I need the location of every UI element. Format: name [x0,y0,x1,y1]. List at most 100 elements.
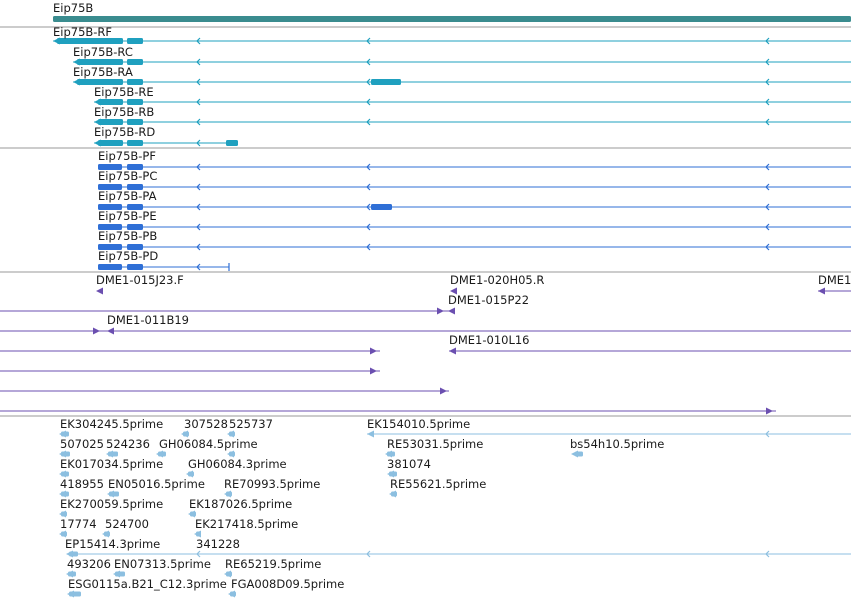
est-label[interactable]: 507025 [60,437,104,451]
protein-exon [98,264,122,270]
est-label[interactable]: GH06084.3prime [188,457,287,471]
transcript-label[interactable]: Eip75B-RA [73,65,133,79]
strand-chevron [366,223,371,231]
est-end-marker [224,490,231,498]
est-label[interactable]: 418955 [60,477,104,491]
strand-chevron [765,183,770,191]
est-end-marker [106,450,113,458]
est-label[interactable]: 381074 [387,457,431,471]
est-label[interactable]: EP15414.3prime [65,537,161,551]
est-end-marker [224,570,231,578]
est-label[interactable]: EN07313.5prime [114,557,211,571]
strand-chevron [196,58,201,66]
gene-label[interactable]: Eip75B [53,1,94,15]
est-label[interactable]: 524236 [106,437,150,451]
est-label[interactable]: bs54h10.5prime [570,437,665,451]
est-label[interactable]: 307528 [184,417,228,431]
strand-chevron [366,163,371,171]
est-label[interactable]: FGA008D09.5prime [231,577,345,591]
strand-chevron [366,203,371,211]
est-label[interactable]: RE53031.5prime [387,437,484,451]
strand-chevron [196,203,201,211]
est-end-marker [186,470,193,478]
strand-chevron [196,243,201,251]
est-label[interactable]: EN05016.5prime [108,477,205,491]
bac-end-marker [437,307,444,315]
protein-exon [98,164,122,170]
transcript-label[interactable]: Eip75B-RD [94,125,156,139]
est-label[interactable]: 525737 [229,417,273,431]
est-label[interactable]: RE70993.5prime [224,477,321,491]
strand-chevron [366,98,371,106]
est-label[interactable]: GH06084.5prime [159,437,258,451]
protein-label[interactable]: Eip75B-PE [98,209,157,223]
strand-chevron [196,163,201,171]
protein-label[interactable]: Eip75B-PC [98,169,158,183]
bac-end-label[interactable]: DME1 [818,273,851,287]
protein-label[interactable]: Eip75B-PA [98,189,157,203]
bac-end-marker [766,407,773,415]
est-end-marker [107,490,114,498]
transcript-label[interactable]: Eip75B-RB [94,105,155,119]
est-label[interactable]: 341228 [196,537,240,551]
strand-chevron [366,118,371,126]
strand-chevron [765,430,770,438]
bac-end-label[interactable]: DME1-011B19 [107,313,189,327]
est-label[interactable]: 17774 [60,517,97,531]
bac-end-label[interactable]: DME1-020H05.R [450,273,545,287]
est-label[interactable]: EK187026.5prime [189,497,293,511]
protein-label[interactable]: Eip75B-PF [98,149,156,163]
protein-exon [98,244,122,250]
est-label[interactable]: 524700 [105,517,149,531]
protein-label[interactable]: Eip75B-PB [98,229,158,243]
protein-exon [127,244,143,250]
est-end-marker [59,470,66,478]
transcript-exon [127,38,143,44]
transcript-exon [98,99,123,105]
strand-chevron [196,223,201,231]
est-end-marker [181,430,188,438]
strand-chevron [765,203,770,211]
bac-end-label[interactable]: DME1-010L16 [449,333,530,347]
strand-chevron [765,98,770,106]
protein-label[interactable]: Eip75B-PD [98,249,159,263]
est-feature [575,451,583,457]
transcript-exon [57,38,123,44]
transcript-exon [127,59,143,65]
protein-exon [98,184,122,190]
strand-chevron [765,58,770,66]
est-label[interactable]: RE65219.5prime [225,557,322,571]
est-end-marker [67,590,74,598]
strand-chevron [196,183,201,191]
protein-exon [127,204,143,210]
est-label[interactable]: EK270059.5prime [60,497,164,511]
transcript-label[interactable]: Eip75B-RF [53,25,113,39]
transcript-exon [127,99,143,105]
transcript-exon [98,140,123,146]
transcript-label[interactable]: Eip75B-RC [73,45,133,59]
protein-exon [371,204,392,210]
bac-end-label[interactable]: DME1-015J23.F [96,273,184,287]
bac-end-label[interactable]: DME1-015P22 [448,293,530,307]
est-end-marker [59,450,66,458]
est-label[interactable]: 493206 [67,557,111,571]
strand-chevron [196,37,201,45]
transcript-exon [127,140,143,146]
est-label[interactable]: EK154010.5prime [367,417,471,431]
transcript-exon [371,79,401,85]
transcript-exon [77,59,123,65]
est-label[interactable]: ESG0115a.B21_C12.3prime [68,577,227,591]
strand-chevron [366,183,371,191]
bac-end-marker [449,347,456,355]
transcript-label[interactable]: Eip75B-RE [94,85,154,99]
est-label[interactable]: EK304245.5prime [60,417,164,431]
bac-end-marker [93,327,100,335]
protein-exon [98,204,122,210]
est-label[interactable]: EK017034.5prime [60,457,164,471]
est-label[interactable]: RE55621.5prime [390,477,487,491]
strand-chevron [196,98,201,106]
est-label[interactable]: EK217418.5prime [195,517,299,531]
bac-end-marker [450,287,457,295]
est-end-marker [227,450,234,458]
